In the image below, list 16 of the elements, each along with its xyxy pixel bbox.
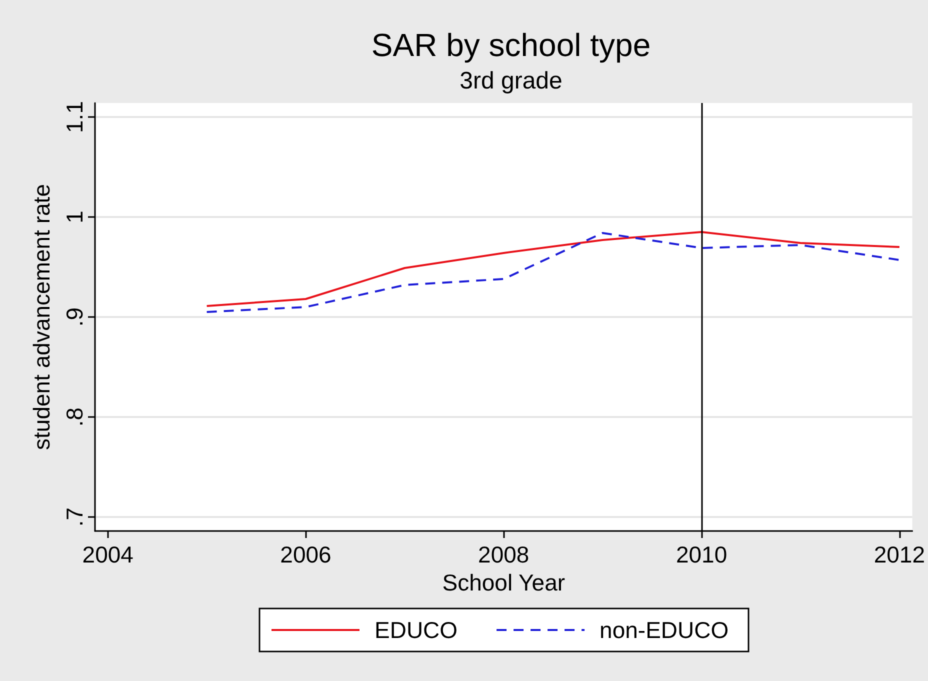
y-tick-label: 1 (62, 210, 88, 224)
chart-title: SAR by school type (371, 27, 651, 63)
x-tick-label: 2006 (280, 542, 332, 568)
legend-label: non-EDUCO (600, 617, 729, 643)
x-axis-title: School Year (442, 569, 566, 596)
y-tick-label: .8 (62, 407, 88, 427)
y-tick-label: 1.1 (62, 101, 88, 133)
x-tick-label: 2010 (676, 542, 728, 568)
chart-subtitle: 3rd grade (460, 68, 562, 94)
legend-label: EDUCO (374, 617, 458, 643)
x-tick-label: 2008 (478, 542, 530, 568)
y-tick-label: .9 (62, 307, 88, 327)
x-tick-label: 2012 (874, 542, 926, 568)
y-axis-title: student advancement rate (28, 184, 54, 450)
y-tick-label: .7 (62, 507, 88, 527)
x-tick-label: 2004 (82, 542, 134, 568)
